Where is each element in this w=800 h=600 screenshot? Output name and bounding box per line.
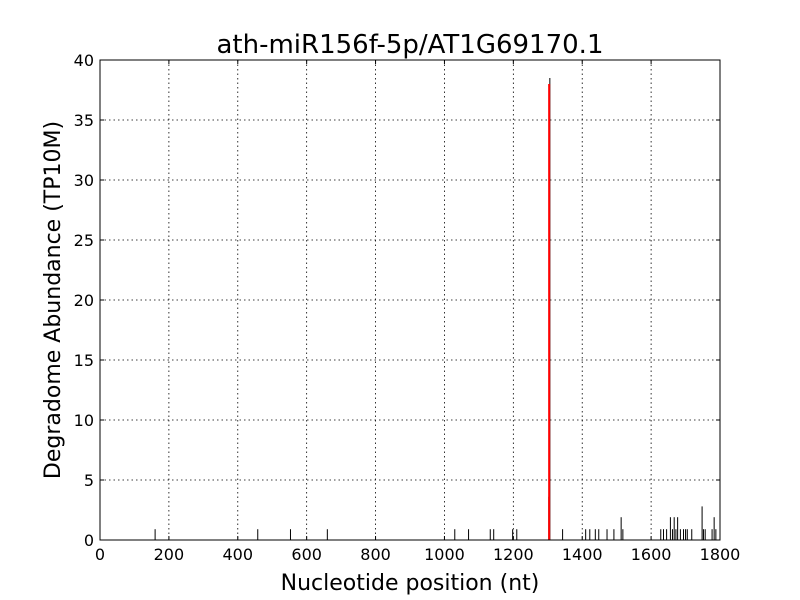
x-tick-label: 0 xyxy=(95,545,105,564)
y-axis-label: Degradome Abundance (TP10M) xyxy=(41,121,66,479)
x-tick-label: 1000 xyxy=(424,545,465,564)
ticks: 0 200 400 600 800 1000 1200 1400 1600 1800 0 5 10 15 2… xyxy=(74,51,741,564)
chart-title: ath-miR156f-5p/AT1G69170.1 xyxy=(216,30,603,60)
y-tick-label: 30 xyxy=(74,171,94,190)
y-tick-label: 0 xyxy=(84,531,94,550)
y-tick-label: 40 xyxy=(74,51,94,70)
x-tick-label: 1400 xyxy=(562,545,603,564)
x-tick-label: 1800 xyxy=(700,545,741,564)
y-tick-label: 10 xyxy=(74,411,94,430)
y-tick-label: 35 xyxy=(74,111,94,130)
x-tick-label: 400 xyxy=(223,545,254,564)
y-tick-label: 20 xyxy=(74,291,94,310)
x-tick-label: 1200 xyxy=(493,545,534,564)
grid xyxy=(100,60,720,540)
bars xyxy=(154,78,717,540)
x-tick-label: 1600 xyxy=(631,545,672,564)
x-axis-label: Nucleotide position (nt) xyxy=(281,571,540,596)
y-tick-label: 5 xyxy=(84,471,94,490)
x-tick-label: 800 xyxy=(360,545,391,564)
y-tick-label: 15 xyxy=(74,351,94,370)
x-tick-label: 200 xyxy=(154,545,185,564)
x-tick-label: 600 xyxy=(291,545,322,564)
y-tick-label: 25 xyxy=(74,231,94,250)
